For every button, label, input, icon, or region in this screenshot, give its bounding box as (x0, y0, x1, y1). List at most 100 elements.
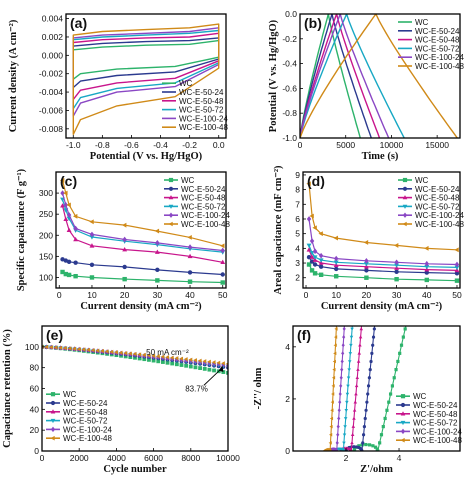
y-tick-label: -0.6 (282, 83, 297, 93)
legend-marker-WC-E-50-48 (400, 411, 406, 416)
nyquist-point-WC-E-100-48 (333, 343, 337, 347)
nyquist-point-WC (390, 384, 395, 388)
data-point-WC-E-50-24 (334, 266, 339, 272)
legend-marker-WC-E-50-24 (50, 400, 56, 406)
nyquist-point-WC (394, 368, 398, 372)
data-point-WC-E-50-72 (312, 255, 318, 260)
data-point-WC-E-50-72 (363, 262, 369, 267)
gcd-curve-WC (300, 14, 361, 138)
nyquist-point-WC-E-50-72 (347, 368, 351, 372)
legend-marker-WC-E-100-24 (168, 212, 174, 218)
x-axis-label: Cycle number (103, 464, 167, 475)
nyquist-point-WC-E-50-24 (371, 343, 375, 347)
nyquist-point-WC-E-100-24 (335, 440, 339, 445)
legend-label: WC (415, 18, 429, 27)
retention-point-WC-E-100-48 (58, 345, 63, 350)
x-tick-label: 20 (362, 290, 372, 300)
data-point-WC (187, 279, 193, 284)
x-tick-label: 0 (304, 290, 309, 300)
plot-area-d (306, 181, 460, 283)
legend: WCWC-E-50-24WC-E-50-48WC-E-50-72WC-E-100… (46, 390, 112, 443)
nyquist-point-WC-E-50-24 (352, 445, 356, 449)
data-point-WC (306, 262, 312, 267)
x-axis-label: Potential (V vs. Hg/HgO) (90, 151, 203, 162)
gcd-curve-WC-E-100-48 (300, 14, 458, 138)
nyquist-point-WC (381, 424, 385, 429)
y-axis-label: Specific capacitance (F g⁻¹) (16, 168, 27, 291)
nyquist-point-WC-E-50-48 (357, 351, 362, 355)
nyquist-point-WC-E-50-24 (361, 433, 366, 437)
retention-point-WC-E-100-48 (137, 352, 142, 357)
nyquist-point-WC-E-50-48 (351, 424, 356, 428)
legend-marker-WC-E-50-48 (50, 409, 56, 414)
y-tick-label: 0 (285, 446, 290, 456)
legend-label: WC-E-100-48 (179, 123, 228, 132)
legend-label: WC-E-50-48 (179, 97, 224, 106)
data-point-WC-E-100-48 (424, 245, 429, 251)
legend-marker-WC-E-100-24 (402, 212, 408, 218)
axes-frame (299, 13, 461, 139)
plot-area-e (42, 344, 228, 375)
nyquist-point-WC (357, 444, 361, 448)
legend-marker-WC-E-50-72 (50, 418, 56, 424)
data-point-WC-E-100-24 (364, 257, 369, 264)
y-axis-label: Potential (V vs. Hg/HgO) (268, 19, 279, 132)
legend: WCWC-E-50-24WC-E-50-48WC-E-50-72WC-E-100… (162, 79, 228, 132)
data-point-WC-E-50-24 (364, 268, 369, 273)
nyquist-point-WC-E-50-24 (366, 392, 370, 396)
nyquist-point-WC-E-100-24 (338, 391, 342, 397)
data-point-WC-E-50-24 (312, 262, 318, 267)
retention-point-WC-E-100-48 (62, 346, 67, 351)
y-tick-label: -0.008 (39, 124, 63, 134)
data-point-WC-E-100-48 (333, 235, 338, 241)
data-point-WC-E-100-24 (454, 261, 460, 268)
legend-label: WC-E-100-48 (415, 62, 464, 71)
y-tick-label: 4 (285, 342, 290, 352)
y-tick-label: -0.004 (39, 87, 63, 97)
cv-curve-WC-E-100-48 (72, 23, 220, 135)
legend-label: WC-E-100-24 (181, 211, 230, 220)
y-axis-label: -Z''/ ohm (253, 367, 264, 409)
retention-point-WC (179, 363, 184, 367)
y-tick-label: 0.000 (42, 50, 64, 60)
data-point-WC-E-50-48 (60, 203, 65, 208)
y-tick-label: 6 (295, 214, 300, 224)
x-tick-label: 50 (452, 290, 462, 300)
y-tick-label: -0.8 (282, 108, 297, 118)
nyquist-point-WC (399, 343, 404, 347)
y-tick-label: 150 (39, 251, 53, 261)
nyquist-point-WC-E-50-48 (350, 440, 354, 445)
nyquist-point-WC-E-50-72 (349, 335, 354, 339)
nyquist-point-WC-E-50-48 (358, 343, 362, 347)
data-point-WC-E-100-48 (59, 178, 65, 183)
data-point-WC-E-100-24 (312, 248, 318, 255)
nyquist-point-WC-E-50-24 (371, 335, 376, 339)
data-point-WC (155, 278, 160, 283)
retention-point-WC-E-100-48 (188, 357, 193, 362)
retention-point-WC (188, 364, 193, 369)
data-point-WC-E-100-24 (187, 244, 193, 250)
panel-letter: (b) (304, 15, 322, 31)
gcd-curve-WC-E-50-48 (300, 14, 381, 138)
data-point-WC-E-50-24 (454, 271, 460, 276)
data-point-WC-E-100-24 (89, 231, 95, 238)
retention-point-WC-E-100-48 (90, 348, 95, 353)
legend-label: WC-E-50-24 (415, 185, 460, 194)
retention-point-WC-E-100-48 (118, 350, 123, 355)
data-point-WC-E-50-72 (306, 243, 312, 249)
retention-point-WC (123, 354, 128, 359)
legend-marker-WC (400, 394, 406, 399)
nyquist-point-WC-E-100-48 (334, 327, 338, 331)
y-tick-label: 0.0 (285, 9, 297, 19)
data-point-WC (312, 271, 318, 276)
data-point-WC-E-100-24 (155, 240, 160, 246)
retention-point-WC-E-100-48 (142, 352, 146, 357)
legend-marker-WC-E-100-24 (400, 428, 406, 435)
retention-point-WC-E-100-48 (197, 358, 202, 363)
nyquist-point-WC (387, 400, 391, 404)
axes-frame (302, 171, 461, 289)
retention-point-WC (156, 359, 161, 364)
retention-point-WC-E-100-48 (109, 349, 114, 354)
retention-point-WC-E-100-48 (169, 355, 174, 360)
